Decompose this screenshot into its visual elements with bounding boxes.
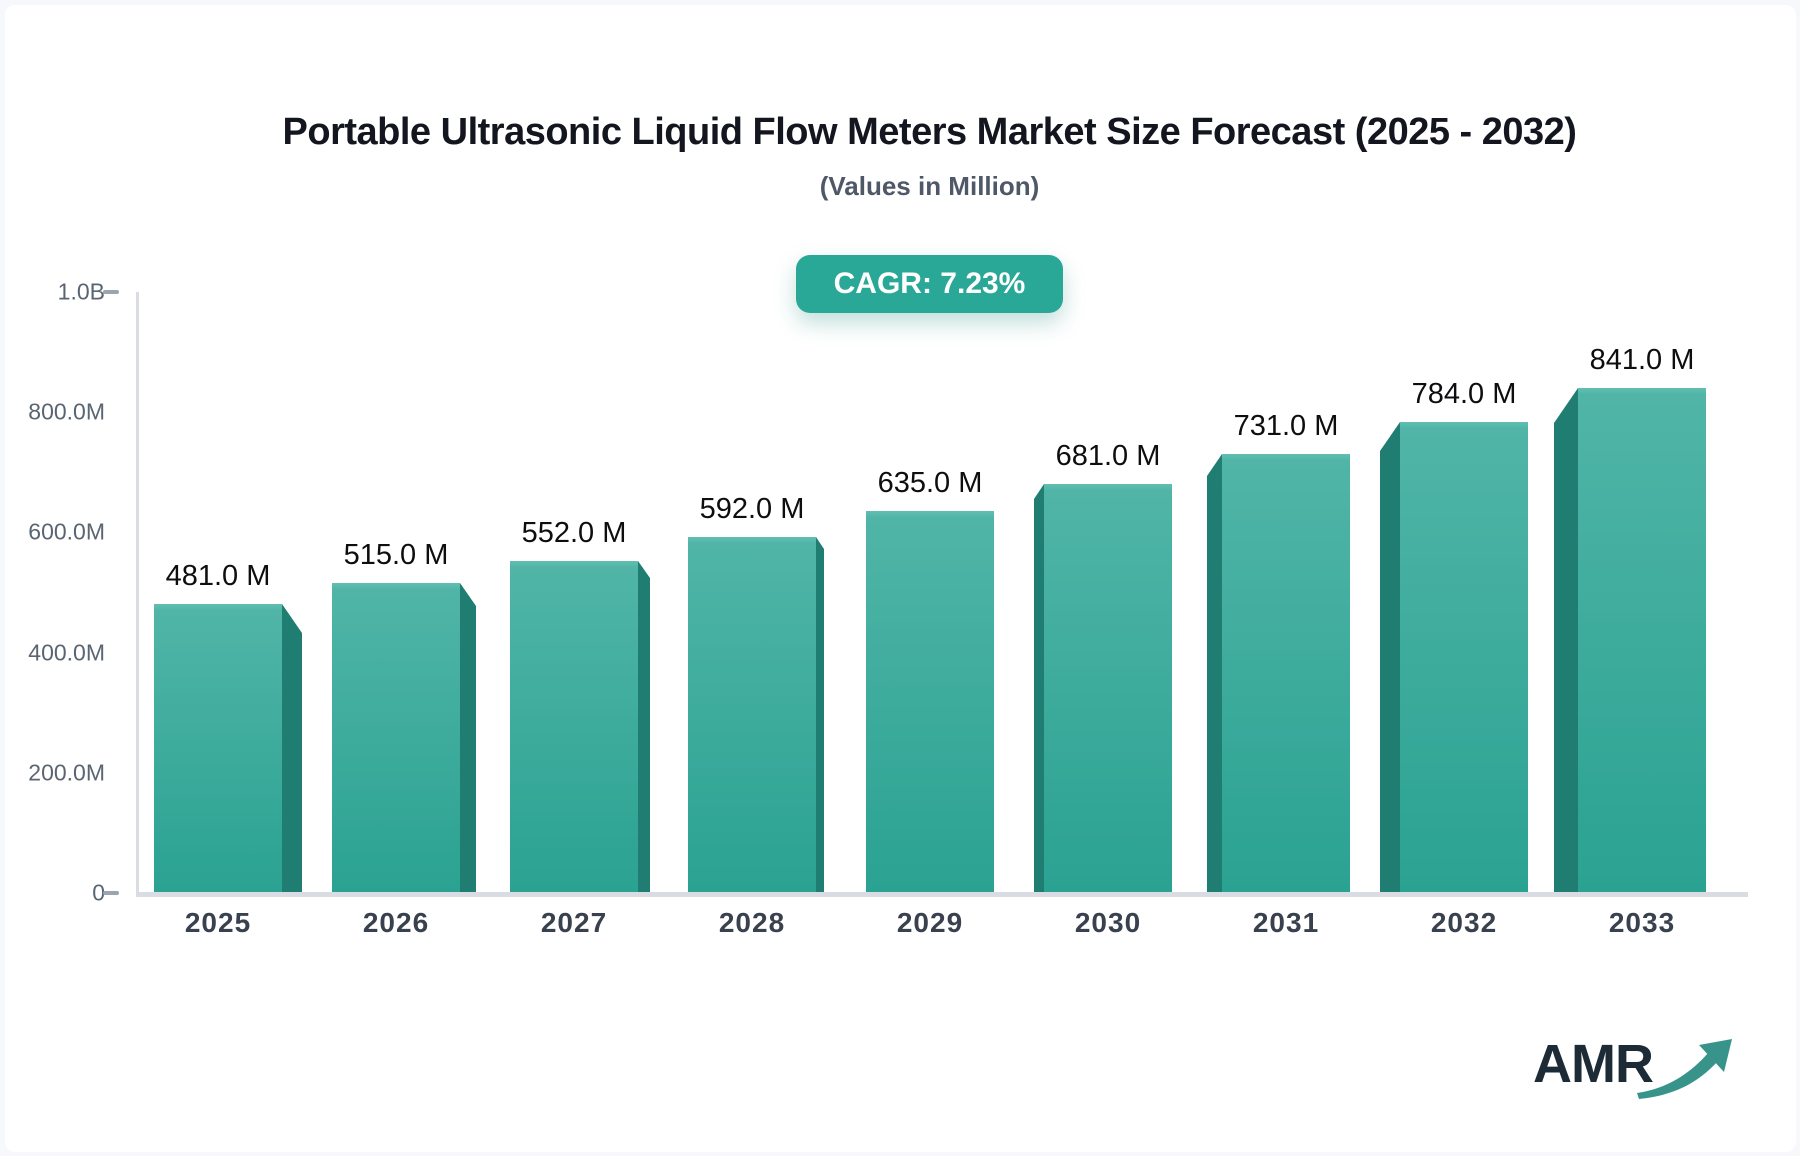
- y-axis-tick-label: 800.0M: [28, 398, 105, 425]
- bar[interactable]: [510, 561, 638, 893]
- cagr-badge: CAGR: 7.23%: [795, 255, 1064, 313]
- bar[interactable]: [332, 583, 460, 893]
- x-axis-tick-label: 2029: [896, 907, 964, 938]
- bar[interactable]: [1578, 388, 1706, 893]
- bar[interactable]: [154, 604, 282, 893]
- x-axis-tick-label: 2031: [1252, 907, 1320, 938]
- trend-up-arrow-icon: [1636, 1039, 1732, 1099]
- bar[interactable]: [1222, 454, 1350, 893]
- amr-logo-text: AMR: [1533, 1034, 1654, 1094]
- chart-title: Portable Ultrasonic Liquid Flow Meters M…: [282, 111, 1577, 153]
- chart-card: Portable Ultrasonic Liquid Flow Meters M…: [5, 5, 1796, 1152]
- bar-value-label: 552.0 M: [521, 517, 627, 549]
- bar-chart-plot: 0 200.0M 400.0M 600.0M 800.0M 1.0B 481.0 M 2025…: [5, 5, 1796, 1152]
- cagr-badge-row: CAGR: 7.23%: [63, 255, 1796, 313]
- bar-3d-side: [1380, 422, 1400, 893]
- y-axis-tick-label: 400.0M: [28, 639, 105, 666]
- x-axis-tick-label: 2033: [1608, 907, 1676, 938]
- bar-value-label: 731.0 M: [1233, 410, 1339, 442]
- bar[interactable]: [688, 537, 816, 893]
- bar[interactable]: [1400, 422, 1528, 893]
- bar-3d-side: [1034, 484, 1044, 893]
- y-axis-tick: [103, 891, 119, 895]
- y-axis-line: [136, 292, 139, 893]
- bar-3d-side: [816, 537, 824, 893]
- x-axis-tick-label: 2026: [362, 907, 430, 938]
- y-axis-tick-label: 200.0M: [28, 759, 105, 786]
- chart-subtitle: (Values in Million): [819, 171, 1040, 201]
- bar-value-label: 841.0 M: [1589, 344, 1695, 376]
- bar[interactable]: [1044, 484, 1172, 893]
- bar-3d-side: [1207, 454, 1222, 893]
- bar[interactable]: [866, 511, 994, 893]
- bar-value-label: 515.0 M: [343, 539, 449, 571]
- x-axis-tick-label: 2025: [184, 907, 252, 938]
- y-axis-tick-label: 1.0B: [57, 278, 105, 305]
- x-axis-tick-label: 2028: [718, 907, 786, 938]
- x-axis-tick-label: 2027: [540, 907, 608, 938]
- bar-3d-side: [638, 561, 650, 893]
- x-axis-line: [136, 892, 1748, 897]
- bar-value-label: 784.0 M: [1411, 378, 1517, 410]
- x-axis-tick-label: 2030: [1074, 907, 1142, 938]
- bar-value-label: 635.0 M: [877, 467, 983, 499]
- bar-3d-side: [282, 604, 302, 893]
- bar-value-label: 681.0 M: [1055, 440, 1161, 472]
- bar-value-label: 592.0 M: [699, 493, 805, 525]
- bar-3d-side: [1554, 388, 1578, 893]
- amr-logo: AMR: [1533, 1037, 1741, 1105]
- bar-value-label: 481.0 M: [165, 560, 271, 592]
- bar-3d-side: [460, 583, 476, 893]
- x-axis-tick-label: 2032: [1430, 907, 1498, 938]
- y-axis-tick-label: 0: [92, 879, 105, 906]
- y-axis-tick: [103, 290, 119, 294]
- y-axis-tick-label: 600.0M: [28, 518, 105, 545]
